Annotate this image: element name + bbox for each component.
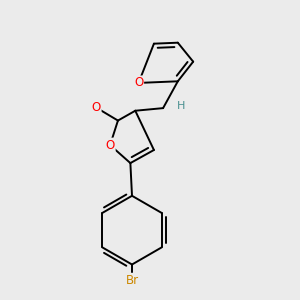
Text: Br: Br xyxy=(125,274,139,287)
Text: O: O xyxy=(106,139,115,152)
Text: O: O xyxy=(92,101,100,114)
Text: H: H xyxy=(177,101,185,112)
Text: O: O xyxy=(134,76,143,89)
